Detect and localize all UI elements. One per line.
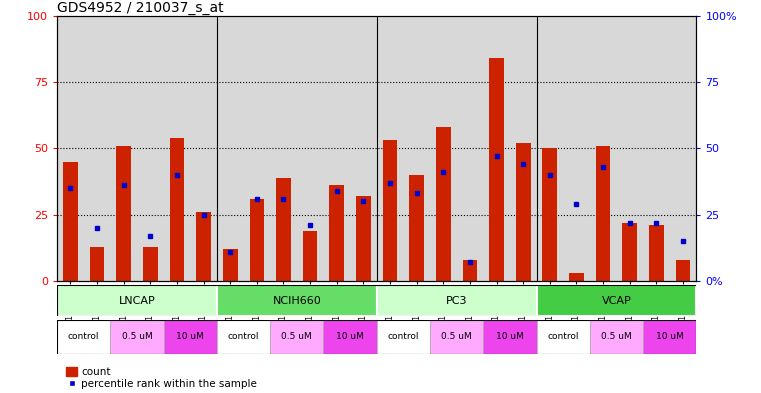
Bar [217,320,270,354]
Bar [330,185,344,281]
Bar [483,320,537,354]
Bar [90,246,104,281]
Bar [223,249,237,281]
Bar [537,285,696,316]
Text: control: control [228,332,260,342]
Bar [463,260,477,281]
Bar [436,127,451,281]
Text: 10 uM: 10 uM [177,332,204,342]
Bar [596,146,610,281]
Bar [303,231,317,281]
Text: 0.5 uM: 0.5 uM [282,332,312,342]
Text: 0.5 uM: 0.5 uM [441,332,472,342]
Bar [116,146,131,281]
Bar [217,285,377,316]
Bar [377,320,430,354]
Bar [569,273,584,281]
Bar [356,196,371,281]
Text: LNCAP: LNCAP [119,296,155,306]
Bar [537,320,590,354]
Bar [164,320,217,354]
Text: 10 uM: 10 uM [656,332,683,342]
Bar [516,143,530,281]
Text: 0.5 uM: 0.5 uM [122,332,152,342]
Bar [276,178,291,281]
Bar [383,140,397,281]
Bar [676,260,690,281]
Bar [63,162,78,281]
Bar [143,246,158,281]
Bar [590,320,643,354]
Bar [409,175,424,281]
Bar [250,199,264,281]
Bar [323,320,377,354]
Bar [57,285,217,316]
Bar [270,320,323,354]
Bar [649,225,664,281]
Text: PC3: PC3 [446,296,467,306]
Bar [643,320,696,354]
Bar [377,285,537,316]
Text: control: control [387,332,419,342]
Bar [622,222,637,281]
Text: GDS4952 / 210037_s_at: GDS4952 / 210037_s_at [57,1,224,15]
Text: control: control [68,332,100,342]
Text: 10 uM: 10 uM [496,332,524,342]
Text: 10 uM: 10 uM [336,332,364,342]
Bar [430,320,483,354]
Text: VCAP: VCAP [601,296,632,306]
Bar [110,320,164,354]
Bar [489,58,504,281]
Legend: count, percentile rank within the sample: count, percentile rank within the sample [62,363,261,393]
Bar [57,320,110,354]
Text: 0.5 uM: 0.5 uM [601,332,632,342]
Bar [170,138,184,281]
Text: control: control [547,332,579,342]
Text: NCIH660: NCIH660 [272,296,321,306]
Bar [196,212,211,281]
Bar [543,148,557,281]
